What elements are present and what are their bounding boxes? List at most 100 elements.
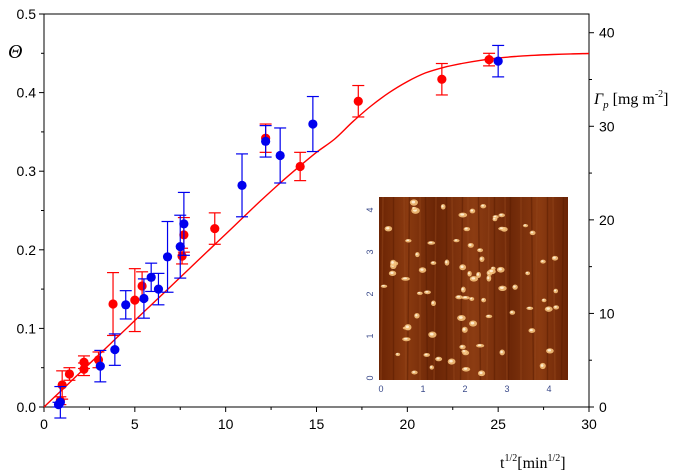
blue-data-point	[308, 119, 318, 129]
inset-particle-highlight	[463, 367, 468, 370]
axis-labels-layer: Θ Γp [mg m-2] t1/2[min1/2]	[8, 41, 669, 472]
red-data-point	[437, 74, 447, 84]
red-data-point	[79, 357, 89, 367]
red-data-point	[210, 223, 220, 234]
inset-streak	[424, 196, 429, 381]
blue-data-point	[146, 272, 156, 282]
blue-data-point	[153, 284, 164, 294]
inset-particle-highlight	[491, 267, 494, 269]
blue-data-point	[179, 219, 189, 229]
red-data-point	[57, 380, 67, 390]
inset-particle-highlight	[460, 345, 464, 348]
inset-particle-highlight	[481, 298, 485, 301]
inset-particle-highlight	[513, 285, 516, 288]
x-axis-title: t1/2[min1/2]	[500, 453, 566, 472]
red-data-point	[177, 251, 187, 261]
inset-streak	[552, 196, 556, 381]
inset-particle-highlight	[403, 337, 408, 340]
red-data-point	[130, 295, 140, 305]
inset-particle-highlight	[479, 371, 483, 375]
inset-particle-highlight	[461, 287, 464, 291]
inset-particle-highlight	[530, 231, 534, 234]
inset-particle-highlight	[412, 371, 416, 373]
inset-y-tick-label: 4	[365, 207, 375, 212]
inset-particle-highlight	[424, 353, 428, 356]
inset-particle-highlight	[525, 271, 529, 274]
inset-particle-highlight	[396, 353, 399, 355]
y-tick-label: 0.3	[17, 163, 37, 179]
inset-particle-highlight	[554, 305, 557, 308]
inset-particle-highlight	[540, 364, 544, 367]
blue-data-point	[175, 242, 185, 252]
inset-y-tick-label: 0	[365, 375, 375, 380]
inset-streak	[433, 196, 437, 381]
inset-particle-highlight	[460, 265, 464, 269]
red-data-point	[353, 96, 363, 106]
inset-y-tick-label: 1	[365, 333, 375, 338]
inset-particle-highlight	[486, 315, 490, 317]
inset-particle-highlight	[449, 359, 453, 363]
inset-particle-highlight	[390, 271, 394, 275]
y-tick-label: 0.0	[17, 399, 37, 415]
inset-particle-highlight	[460, 213, 465, 216]
inset-streak	[451, 196, 455, 381]
inset-particle-highlight	[431, 261, 435, 264]
y2-axis-title: Γp [mg m-2]	[593, 89, 669, 111]
x-tick-label: 30	[581, 416, 597, 432]
inset-x-tick-label: 2	[462, 384, 467, 394]
inset-particle-highlight	[552, 256, 556, 259]
inset-particle-highlight	[493, 217, 496, 220]
inset-particle-highlight	[523, 224, 527, 226]
data-points-layer	[52, 44, 505, 419]
y2-tick-label: 20	[599, 212, 615, 228]
inset-particle-highlight	[428, 241, 433, 244]
inset-x-tick-label: 3	[504, 384, 509, 394]
inset-particle-highlight	[554, 289, 557, 292]
x-tick-label: 15	[309, 416, 325, 432]
red-data-point	[108, 299, 118, 309]
inset-particle-highlight	[471, 277, 476, 280]
inset-particle-highlight	[476, 273, 480, 276]
inset-particle-highlight	[420, 268, 424, 271]
inset-particle-highlight	[480, 257, 483, 260]
inset-particle-highlight	[464, 227, 468, 230]
inset-y-tick-label: 2	[365, 291, 375, 296]
inset-particle-highlight	[429, 332, 434, 336]
inset-particle-highlight	[500, 286, 504, 290]
inset-particle-highlight	[498, 267, 502, 271]
afm-inset: 0 1 2 3 4 0 1 2 3 4	[365, 196, 568, 394]
inset-particle-highlight	[381, 285, 385, 287]
inset-particle-highlight	[462, 350, 466, 352]
blue-data-point	[121, 300, 131, 310]
inset-streak	[507, 196, 512, 381]
inset-particle-highlight	[470, 209, 474, 212]
blue-series	[52, 44, 505, 419]
inset-particle-highlight	[411, 200, 416, 204]
y-tick-label: 0.5	[17, 6, 37, 22]
inset-y-tick-label: 3	[365, 249, 375, 254]
inset-particle-highlight	[386, 226, 390, 230]
y-axis-title: Θ	[8, 41, 22, 63]
inset-particle-highlight	[462, 327, 466, 331]
inset-particle-highlight	[391, 260, 394, 264]
inset-particle-highlight	[489, 269, 494, 273]
red-data-point	[64, 369, 75, 379]
inset-particle-highlight	[454, 239, 458, 241]
inset-particle-highlight	[499, 213, 503, 216]
red-data-point	[295, 161, 305, 172]
inset-particle-highlight	[510, 311, 513, 314]
blue-data-point	[95, 361, 105, 371]
y2-tick-label: 0	[599, 399, 607, 415]
blue-data-point	[493, 56, 503, 66]
blue-data-point	[275, 150, 285, 161]
inset-particle-highlight	[441, 205, 444, 208]
inset-particle-highlight	[547, 349, 552, 352]
blue-data-point	[261, 136, 271, 146]
inset-particle-highlight	[529, 328, 533, 332]
x-tick-label: 10	[218, 416, 234, 432]
inset-particle-highlight	[415, 252, 418, 256]
inset-particle-highlight	[468, 243, 472, 246]
inset-particle-highlight	[458, 316, 463, 319]
inset-streak	[380, 196, 384, 381]
